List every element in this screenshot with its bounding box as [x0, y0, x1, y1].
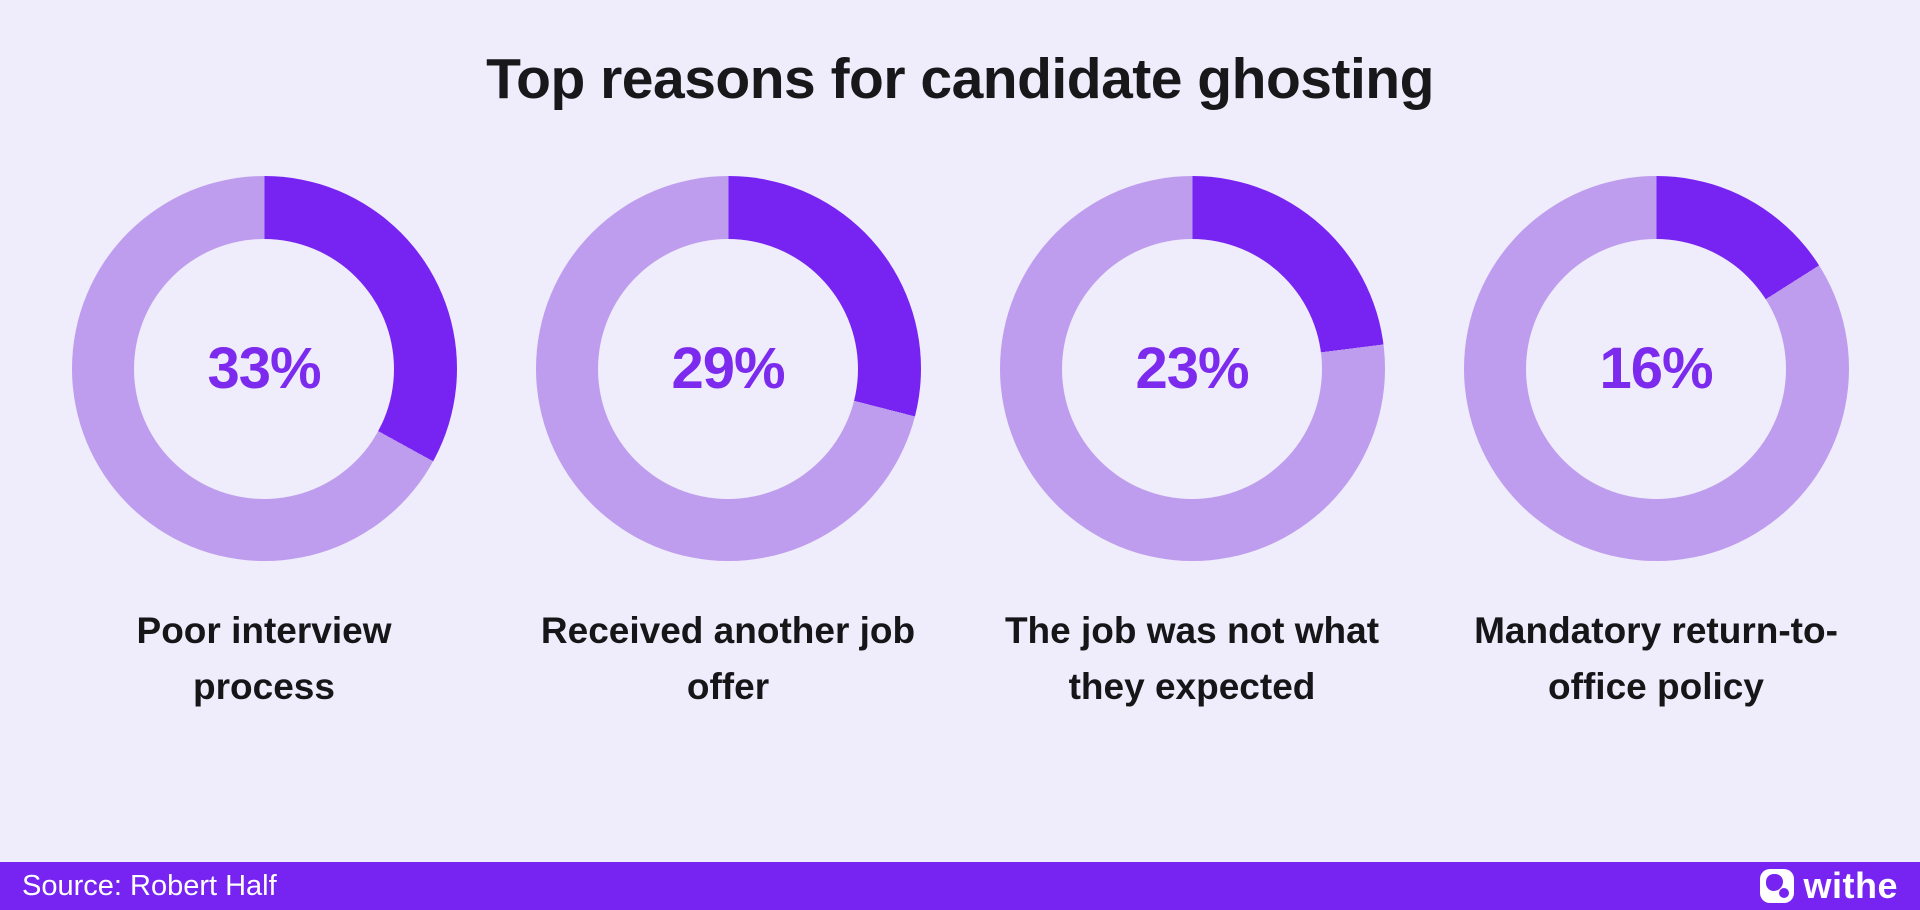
label-line-2: offer	[686, 665, 770, 707]
donut-value-label: 33%	[207, 336, 321, 401]
chart-card-return-to-office: 16% Mandatory return-to- office policy	[1436, 176, 1876, 714]
donut-category-label: Received another job offer	[541, 603, 915, 714]
label-line-2: process	[193, 665, 335, 707]
donut-hole: 23%	[1062, 238, 1322, 499]
label-line-1: Mandatory return-to-	[1474, 610, 1838, 651]
donut-chart-another-offer: 29%	[535, 176, 921, 561]
label-line-2: they expected	[1068, 665, 1316, 707]
donut-category-label: Mandatory return-to- office policy	[1474, 603, 1838, 714]
brand-wordmark: withe	[1803, 865, 1898, 906]
donut-value-label: 16%	[1599, 336, 1713, 401]
donut-value-label: 23%	[1135, 336, 1249, 401]
chart-card-not-expected: 23% The job was not what they expected	[972, 176, 1412, 714]
withe-logo-icon	[1760, 869, 1795, 903]
donut-charts-row: 33% Poor interview process 29% Received …	[0, 176, 1920, 862]
donut-hole: 16%	[1526, 238, 1786, 499]
label-line-2: office policy	[1548, 665, 1764, 707]
brand-logo: withe	[1760, 865, 1898, 907]
page-title: Top reasons for candidate ghosting	[486, 47, 1434, 111]
donut-hole: 33%	[134, 238, 394, 499]
chart-card-another-offer: 29% Received another job offer	[508, 176, 948, 714]
footer-bar: Source: Robert Half withe	[0, 862, 1920, 910]
donut-value-label: 29%	[671, 336, 785, 401]
donut-chart-not-expected: 23%	[999, 176, 1385, 561]
source-attribution: Source: Robert Half	[22, 869, 277, 902]
donut-category-label: Poor interview process	[137, 603, 392, 714]
donut-chart-poor-interview: 33%	[71, 176, 457, 561]
donut-category-label: The job was not what they expected	[1005, 603, 1379, 714]
donut-hole: 29%	[598, 238, 858, 499]
label-line-1: Received another job	[540, 610, 916, 651]
donut-chart-return-to-office: 16%	[1463, 176, 1849, 561]
label-line-1: The job was not what	[1004, 610, 1380, 651]
chart-card-poor-interview: 33% Poor interview process	[44, 176, 484, 714]
label-line-1: Poor interview	[136, 610, 392, 651]
